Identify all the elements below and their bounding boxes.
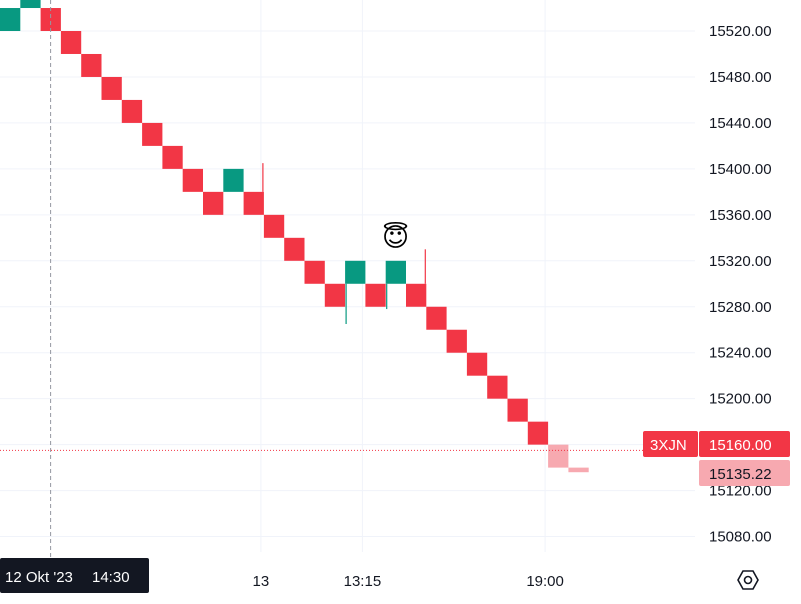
renko-brick: [487, 375, 508, 399]
renko-brick: [446, 329, 467, 353]
y-tick-label: 15240.00: [709, 345, 772, 362]
y-tick-label: 15320.00: [709, 253, 772, 270]
crosshair-date: 12 Okt '23: [5, 569, 73, 586]
y-tick-label: 15520.00: [709, 23, 772, 40]
renko-brick: [0, 8, 21, 31]
last-price-value: 15160.00: [709, 437, 772, 454]
last-price-badge: 3XJN 15160.00: [643, 431, 790, 457]
renko-brick: [20, 0, 41, 9]
overlay-layer: [0, 0, 695, 558]
x-tick-label: 19:00: [526, 573, 564, 590]
price-axis[interactable]: 15520.00 15480.00 15440.00 15400.00 15360.00…: [709, 23, 772, 546]
last-price-symbol: 3XJN: [650, 437, 687, 454]
renko-brick: [304, 260, 325, 284]
renko-brick: [548, 444, 569, 468]
y-tick-label: 15480.00: [709, 69, 772, 86]
renko-brick: [121, 99, 143, 123]
live-price-badge: 15135.22: [699, 460, 790, 486]
y-tick-label: 15120.00: [709, 483, 772, 500]
renko-brick: [406, 283, 427, 307]
renko-brick: [40, 8, 61, 31]
x-tick-label: 13: [253, 573, 270, 590]
crosshair-time-label: 12 Okt '23 14:30: [0, 558, 149, 593]
live-price-value: 15135.22: [709, 466, 772, 483]
renko-brick: [182, 168, 203, 192]
y-tick-label: 15440.00: [709, 115, 772, 132]
y-tick-label: 15280.00: [709, 299, 772, 316]
renko-brick: [568, 467, 589, 473]
renko-brick: [507, 398, 528, 422]
y-tick-label: 15360.00: [709, 207, 772, 224]
renko-brick: [81, 53, 102, 77]
renko-brick: [142, 122, 163, 146]
renko-brick: [101, 76, 122, 100]
y-tick-label: 15200.00: [709, 391, 772, 408]
y-tick-label: 15400.00: [709, 161, 772, 178]
renko-brick: [345, 260, 366, 284]
renko-brick: [243, 191, 264, 215]
renko-brick: [365, 283, 386, 307]
renko-brick: [60, 31, 82, 54]
y-tick-label: 15080.00: [709, 529, 772, 546]
settings-hexagon-icon[interactable]: [737, 570, 759, 590]
renko-brick: [527, 421, 549, 445]
crosshair-time: 14:30: [92, 569, 130, 586]
renko-brick: [263, 214, 285, 238]
x-tick-label: 13:15: [344, 573, 382, 590]
renko-brick: [223, 168, 244, 192]
renko-brick: [385, 260, 406, 284]
renko-brick: [324, 283, 346, 307]
renko-brick: [162, 145, 183, 169]
renko-brick: [426, 306, 447, 330]
renko-brick: [203, 191, 224, 215]
bricks-layer: [0, 0, 589, 473]
time-axis[interactable]: 13 13:15 19:00: [253, 573, 564, 590]
emoji-annotation[interactable]: 😇: [382, 222, 409, 252]
renko-brick: [284, 237, 305, 261]
renko-brick: [466, 352, 488, 376]
